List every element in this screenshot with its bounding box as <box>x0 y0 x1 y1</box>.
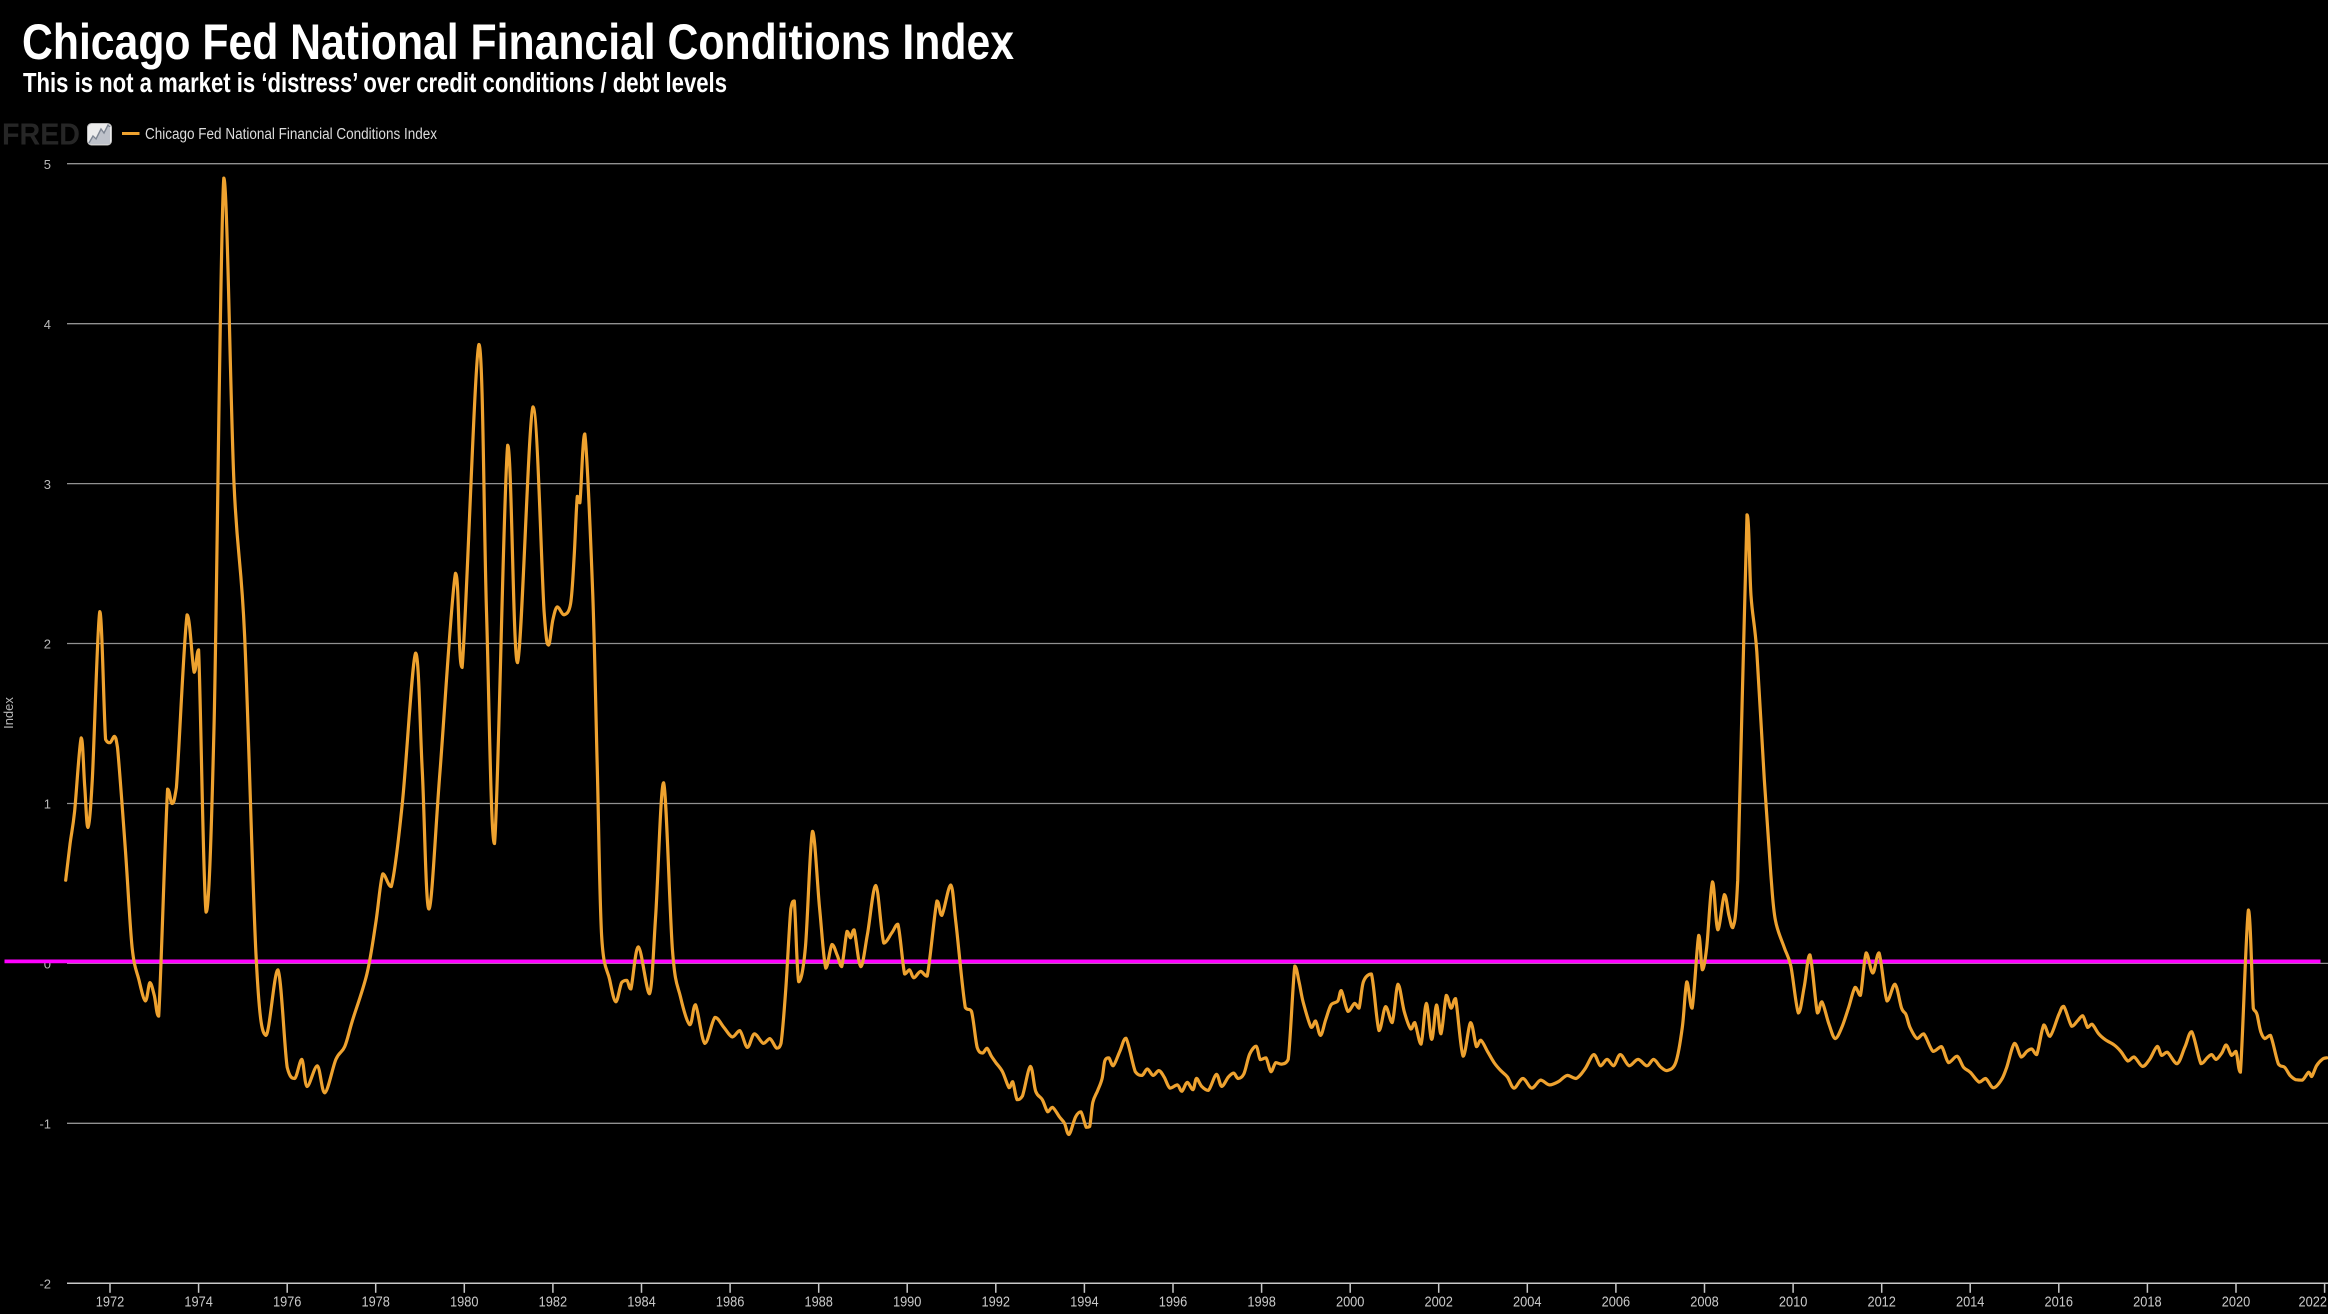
svg-text:FRED: FRED <box>2 117 80 152</box>
svg-text:2008: 2008 <box>1690 1294 1719 1311</box>
svg-text:2010: 2010 <box>1779 1294 1808 1311</box>
svg-text:1984: 1984 <box>627 1294 656 1311</box>
svg-text:2020: 2020 <box>2222 1294 2251 1311</box>
svg-text:4: 4 <box>44 317 51 332</box>
svg-text:Index: Index <box>1 697 16 729</box>
svg-text:0: 0 <box>44 957 51 972</box>
svg-text:1982: 1982 <box>539 1294 568 1311</box>
svg-text:-2: -2 <box>39 1277 51 1292</box>
svg-text:1976: 1976 <box>273 1294 302 1311</box>
svg-text:2006: 2006 <box>1602 1294 1631 1311</box>
svg-text:1: 1 <box>44 797 51 812</box>
svg-text:2022: 2022 <box>2299 1294 2328 1311</box>
svg-text:1992: 1992 <box>982 1294 1011 1311</box>
svg-text:1990: 1990 <box>893 1294 922 1311</box>
svg-text:1974: 1974 <box>184 1294 213 1311</box>
svg-text:2002: 2002 <box>1424 1294 1453 1311</box>
svg-text:2012: 2012 <box>1867 1294 1896 1311</box>
svg-text:1978: 1978 <box>361 1294 390 1311</box>
svg-text:2004: 2004 <box>1513 1294 1542 1311</box>
svg-text:3: 3 <box>44 477 51 492</box>
svg-text:Chicago Fed National Financial: Chicago Fed National Financial Condition… <box>145 126 437 143</box>
svg-text:1972: 1972 <box>96 1294 125 1311</box>
svg-text:1998: 1998 <box>1247 1294 1276 1311</box>
svg-text:2000: 2000 <box>1336 1294 1365 1311</box>
svg-text:-1: -1 <box>39 1117 51 1132</box>
svg-text:5: 5 <box>44 157 51 172</box>
svg-text:1994: 1994 <box>1070 1294 1099 1311</box>
svg-text:2: 2 <box>44 637 51 652</box>
svg-text:1986: 1986 <box>716 1294 745 1311</box>
svg-text:2016: 2016 <box>2045 1294 2074 1311</box>
svg-text:Chicago Fed National Financial: Chicago Fed National Financial Condition… <box>22 14 1014 70</box>
svg-text:This is not a market is ‘distr: This is not a market is ‘distress’ over … <box>23 67 727 98</box>
svg-text:1996: 1996 <box>1159 1294 1188 1311</box>
svg-text:2018: 2018 <box>2133 1294 2162 1311</box>
svg-text:2014: 2014 <box>1956 1294 1985 1311</box>
svg-text:1980: 1980 <box>450 1294 479 1311</box>
svg-text:1988: 1988 <box>804 1294 833 1311</box>
